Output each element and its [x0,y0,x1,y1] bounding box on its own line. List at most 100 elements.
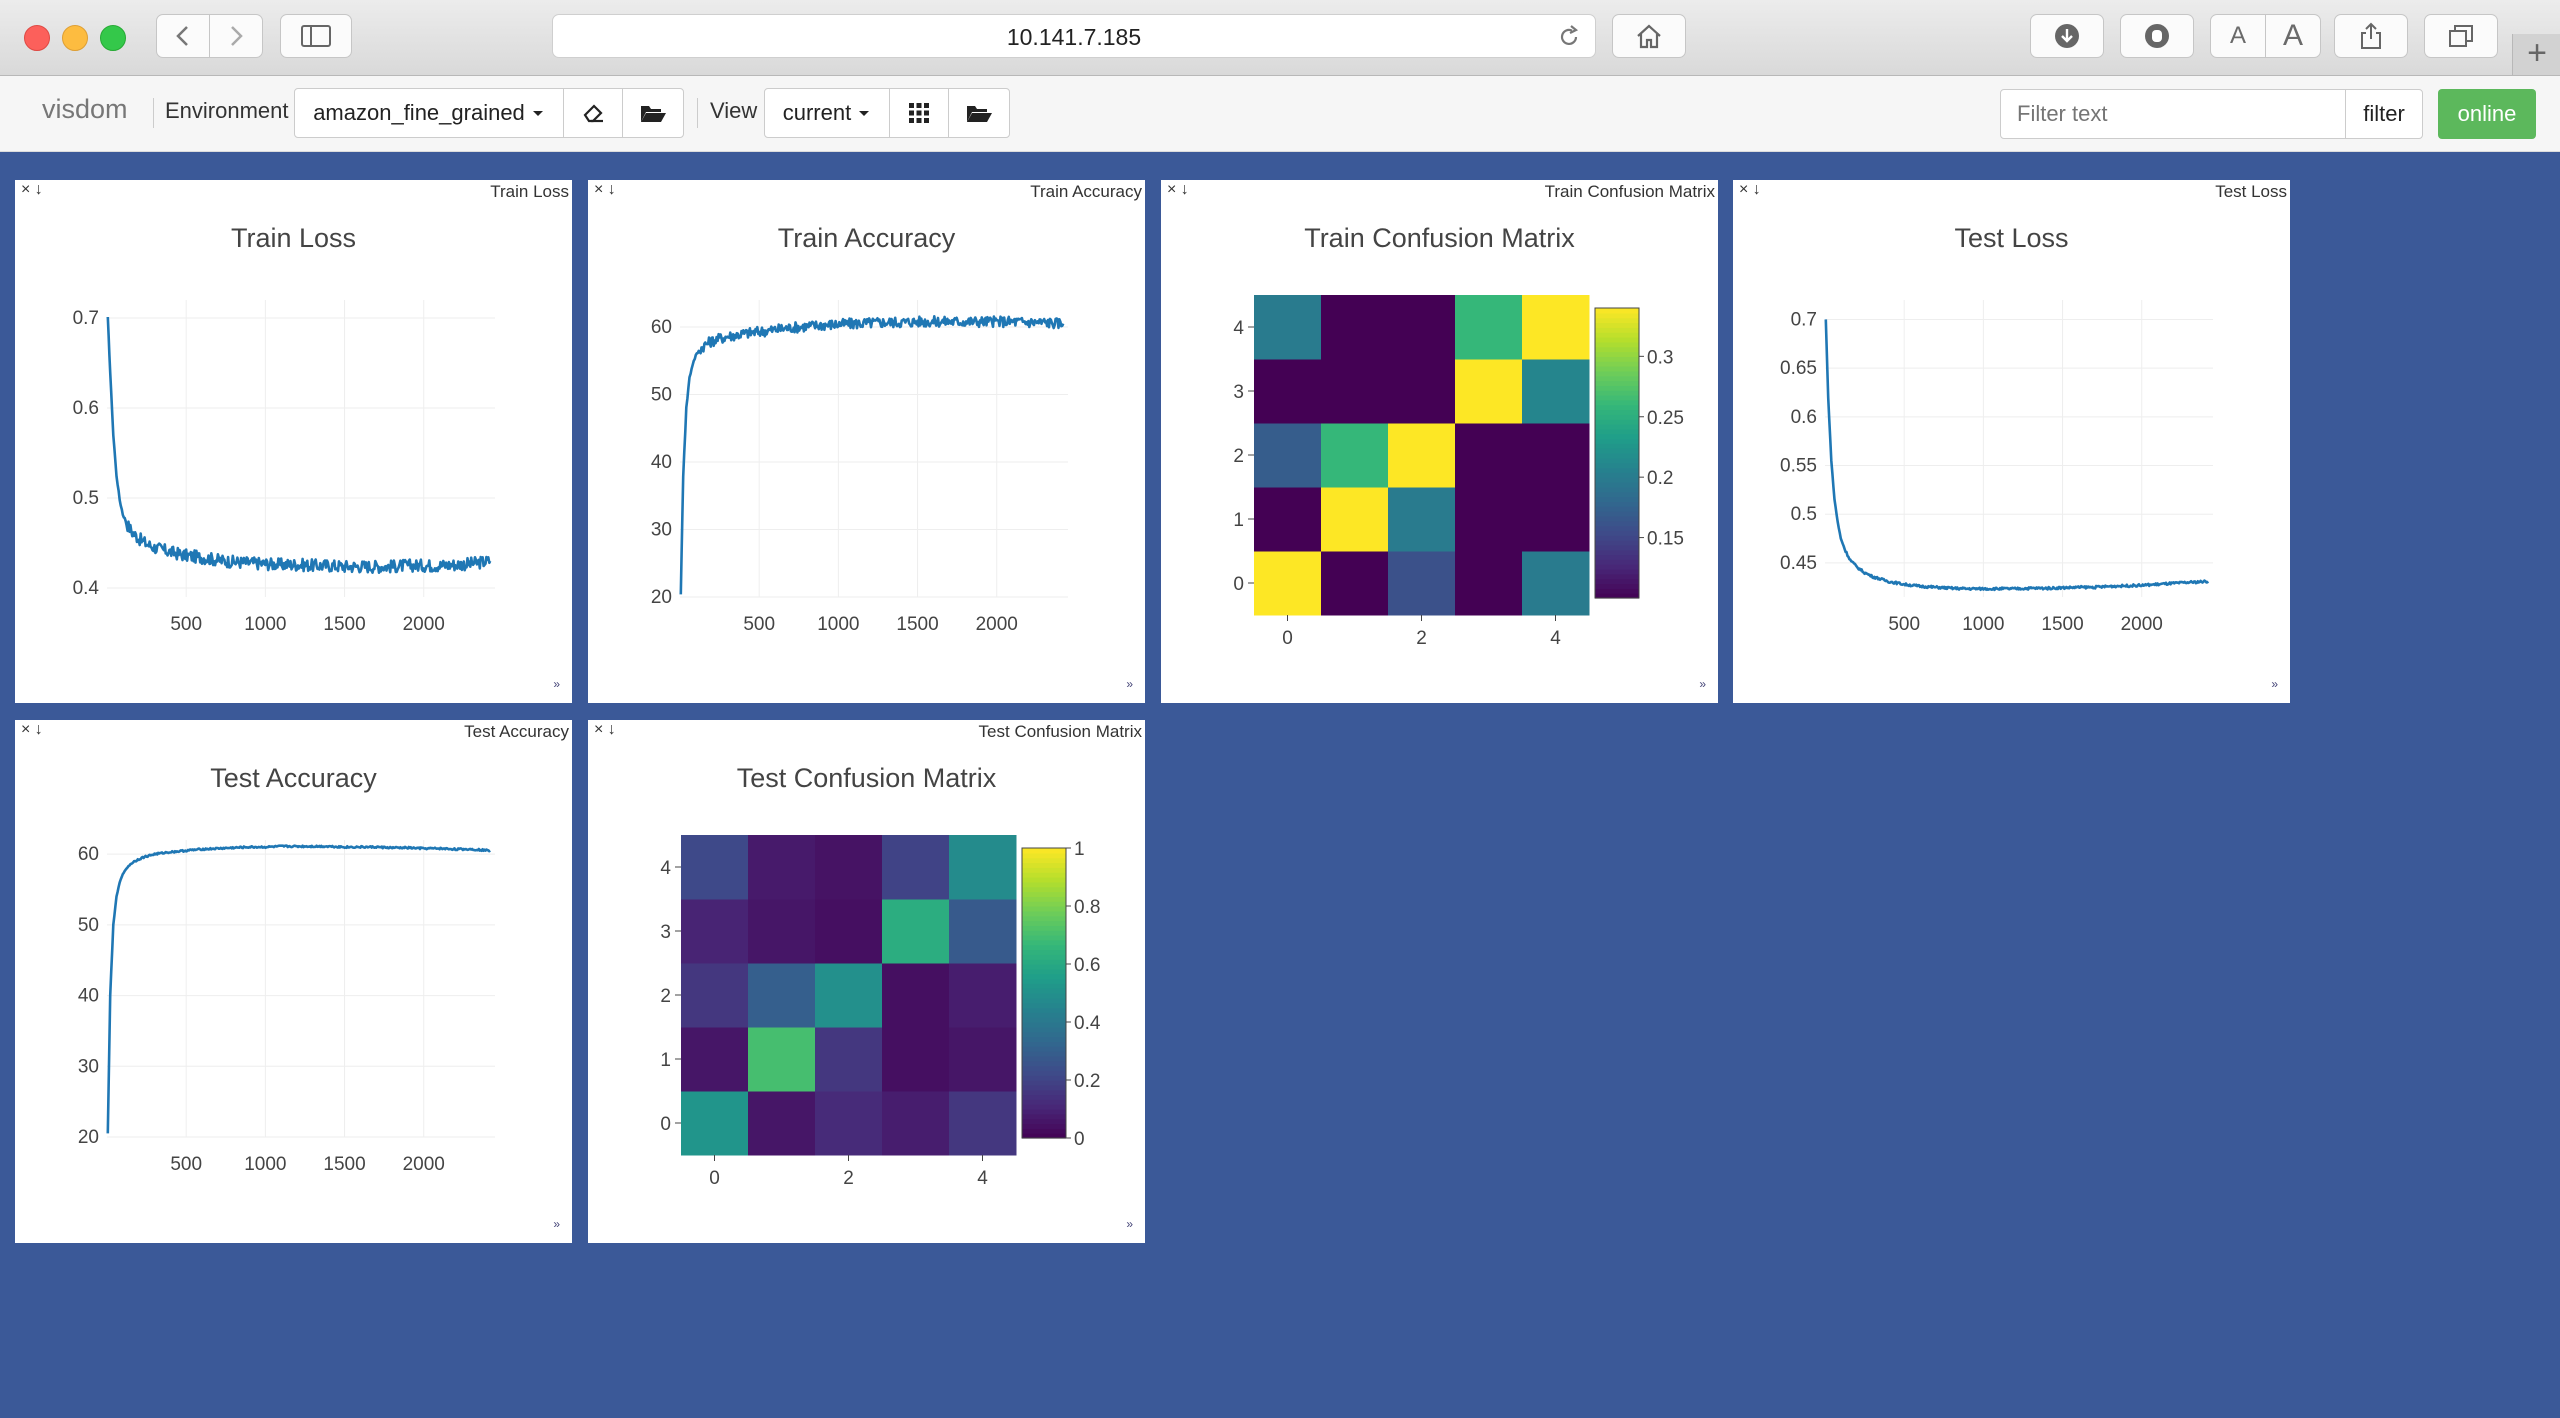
close-window-button[interactable] [24,25,50,51]
colorbar-segment [1022,988,1066,994]
close-pane-icon[interactable]: × [21,181,31,198]
pane-train-confusion-matrix[interactable]: × ↓ Train Confusion Matrix Train Confusion… [1161,180,1718,703]
online-status-button[interactable]: online [2438,89,2536,139]
manage-views-button[interactable] [948,88,1010,138]
filter-button[interactable]: filter [2345,89,2423,139]
resize-handle-icon[interactable]: » [553,677,560,691]
chevron-right-icon [231,26,243,46]
text-larger-button[interactable]: A [2265,14,2321,58]
heatmap-cell [681,1027,749,1092]
heatmap-cell [949,899,1017,964]
filter-input[interactable] [2000,89,2346,139]
x-tick-label: 1000 [244,614,286,635]
share-button[interactable] [2334,14,2408,58]
heatmap-cell [882,835,950,900]
series-line [679,315,1065,595]
download-pane-icon[interactable]: ↓ [1748,181,1761,198]
heatmap-cell [1321,295,1389,360]
colorbar-segment [1022,1036,1066,1042]
colorbar-segment [1595,337,1639,343]
pane-test-accuracy[interactable]: × ↓ Test Accuracy Test Accuracy 500 1000 1500… [15,720,572,1243]
y-tick-label: 2 [1233,446,1244,467]
pane-test-loss[interactable]: × ↓ Test Loss Test Loss 500 1000 1500 2000 0.45… [1733,180,2290,703]
close-pane-icon[interactable]: × [1167,181,1177,198]
download-pane-icon[interactable]: ↓ [30,721,43,738]
divider [697,98,698,128]
address-bar[interactable]: 10.141.7.185 [552,14,1596,58]
minimize-window-button[interactable] [62,25,88,51]
y-tick-label: 40 [651,452,672,473]
downloads-button[interactable] [2030,14,2104,58]
heatmap-cell [1321,551,1389,616]
resize-handle-icon[interactable]: » [1126,677,1133,691]
colorbar-segment [1022,896,1066,902]
colorbar-segment [1022,954,1066,960]
environment-dropdown[interactable]: amazon_fine_grained [294,88,564,138]
colorbar-segment [1022,1094,1066,1100]
x-tick-label: 1000 [817,614,859,635]
close-pane-icon[interactable]: × [1739,181,1749,198]
colorbar-segment [1595,554,1639,560]
environment-value: amazon_fine_grained [313,100,525,125]
colorbar-segment [1595,477,1639,483]
close-pane-icon[interactable]: × [21,721,31,738]
resize-handle-icon[interactable]: » [1699,677,1706,691]
clear-environment-button[interactable] [563,88,623,138]
back-button[interactable] [156,14,210,58]
download-pane-icon[interactable]: ↓ [1176,181,1189,198]
new-tab-button[interactable]: + [2512,34,2560,75]
colorbar-segment [1022,1060,1066,1067]
colorbar-segment [1022,910,1066,917]
heatmap-cell [681,963,749,1028]
y-tick-label: 0.6 [1791,407,1817,428]
home-button[interactable] [1612,14,1686,58]
download-pane-icon[interactable]: ↓ [603,181,616,198]
colorbar-segment [1022,1113,1066,1120]
colorbar-segment [1595,341,1639,348]
colorbar-segment [1022,935,1066,941]
pane-controls: × ↓ [21,181,43,199]
text-smaller-button[interactable]: A [2210,14,2266,58]
chart-title: Train Confusion Matrix [1304,223,1575,253]
pane-test-confusion-matrix[interactable]: × ↓ Test Confusion Matrix Test Confusion M… [588,720,1145,1243]
series-line [1824,319,2210,592]
colorbar-segment [1595,535,1639,541]
colorbar-segment [1022,1026,1066,1033]
divider [153,98,154,128]
colorbar-tick-label: 0.6 [1074,955,1100,976]
colorbar-segment [1022,1065,1066,1071]
colorbar-segment [1022,949,1066,955]
reload-icon[interactable] [1557,25,1581,49]
heatmap-cell [815,1091,883,1156]
chart-svg: Test Accuracy 500 1000 1500 2000 20 30 40 50 60 [78,763,495,1175]
repack-layout-button[interactable] [889,88,949,138]
view-dropdown[interactable]: current [764,88,890,138]
colorbar-frame [1021,847,1067,1139]
manage-environments-button[interactable] [622,88,684,138]
pane-train-loss[interactable]: × ↓ Train Loss Train Loss 500 1000 1500 2000 0.… [15,180,572,703]
download-pane-icon[interactable]: ↓ [603,721,616,738]
y-tick-label: 0 [660,1114,671,1135]
pane-train-accuracy[interactable]: × ↓ Train Accuracy Train Accuracy 500 1000 15… [588,180,1145,703]
view-label: View [710,98,758,123]
resize-handle-icon[interactable]: » [1126,1217,1133,1231]
zoom-window-button[interactable] [100,25,126,51]
heatmap-cell [1321,359,1389,424]
y-tick-label: 0.5 [73,488,99,509]
colorbar-segment [1595,559,1639,565]
download-pane-icon[interactable]: ↓ [30,181,43,198]
resize-handle-icon[interactable]: » [2271,677,2278,691]
colorbar-segment [1595,564,1639,570]
colorbar-segment [1022,983,1066,989]
chart-title: Train Accuracy [778,223,956,253]
sidebar-toggle-button[interactable] [280,14,352,58]
heatmap-cell [1455,295,1523,360]
close-pane-icon[interactable]: × [594,721,604,738]
forward-button[interactable] [209,14,263,58]
privacy-button[interactable] [2120,14,2194,58]
colorbar-segment [1022,877,1066,883]
tabs-overview-button[interactable] [2424,14,2498,58]
resize-handle-icon[interactable]: » [553,1217,560,1231]
close-pane-icon[interactable]: × [594,181,604,198]
colorbar-segment [1022,1022,1066,1028]
